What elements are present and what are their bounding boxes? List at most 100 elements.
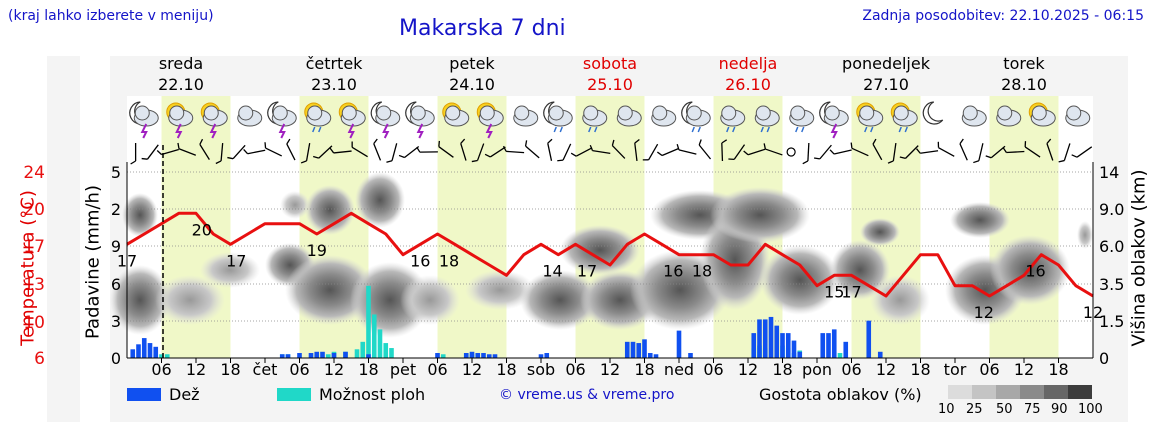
precip-tick-label: 2: [111, 200, 121, 219]
day-name: nedelja: [719, 54, 778, 73]
temperature-label: 15: [824, 282, 844, 301]
temperature-tick-label: 13: [23, 275, 45, 295]
rain-bar: [630, 341, 636, 358]
rain-bar: [469, 351, 475, 358]
sun-cloud-rain-icon: [304, 102, 332, 133]
rain-bar: [820, 333, 826, 358]
day-name: sobota: [583, 54, 637, 73]
wind-barb: [215, 142, 224, 165]
cloud-icon: [513, 105, 539, 127]
day-headers: sreda 22.10 četrtek 23.10 petek 24.10 sobota 25…: [158, 54, 1047, 94]
copyright-link[interactable]: © vreme.us & vreme.pro: [499, 387, 675, 403]
x-tick-label: 18: [220, 360, 240, 379]
x-tick-label: 12: [876, 360, 896, 379]
rain-bar: [147, 343, 153, 358]
rain-bar: [831, 329, 837, 358]
wind-barb: [300, 143, 311, 164]
temperature-label: 19: [307, 241, 327, 260]
temperature-label: 16: [663, 262, 683, 281]
x-tick-label: pon: [802, 360, 832, 379]
wind-barb: [850, 142, 869, 157]
precip-tick-label: 0: [111, 349, 121, 368]
shower-bar: [389, 348, 394, 358]
moon-rain-icon: [543, 101, 573, 133]
wind-barb: [416, 146, 438, 153]
wind-barb: [887, 142, 897, 164]
cloud-rain-icon: [789, 105, 815, 133]
sun-cloud-storm-icon: [200, 102, 228, 139]
day-date: 26.10: [725, 75, 771, 94]
wind-barb: [698, 139, 712, 160]
wind-barb: [937, 141, 955, 157]
x-tick-label: 12: [738, 360, 758, 379]
sun-cloud-icon: [442, 102, 470, 127]
wind-barb: [813, 144, 832, 160]
rain-bar: [136, 344, 141, 358]
cloud-scale-labels: 10 25 50 75 90 100: [938, 402, 1108, 420]
wind-barb: [743, 148, 766, 156]
moon-storm-icon: [370, 101, 401, 139]
rain-bar: [153, 346, 159, 358]
rain-bar: [676, 330, 682, 358]
x-tick-label: 12: [462, 360, 482, 379]
rain-bar: [642, 339, 647, 358]
cloud-height-tick-label: 14: [1099, 163, 1119, 182]
temperature-line: [126, 211, 1094, 298]
wind-barb: [373, 138, 382, 161]
day-name: torek: [1003, 54, 1045, 73]
rain-bar: [843, 341, 849, 358]
precip-tick-label: 6: [111, 275, 121, 294]
wind-barb: [227, 144, 246, 160]
day-date: 25.10: [587, 75, 633, 94]
last-update: Zadnja posodobitev: 22.10.2025 - 06:15: [862, 8, 1144, 24]
x-tick-label: 06: [979, 360, 999, 379]
temperature-label: 20: [192, 220, 212, 239]
wind-barb: [676, 144, 697, 155]
day-name: sreda: [159, 54, 203, 73]
cloud-scale-label: 100: [1078, 402, 1103, 417]
rain-bar: [308, 353, 314, 358]
rain-bar: [314, 351, 320, 358]
wind-barb: [386, 143, 398, 163]
shower-bar: [159, 354, 164, 358]
temperature-label: 12: [974, 303, 994, 322]
wind-barb: [899, 145, 919, 159]
wind-barb: [763, 143, 783, 156]
wind-barb: [557, 143, 572, 162]
wind-barb: [570, 147, 593, 157]
rain-bar: [475, 353, 481, 358]
moon-storm-icon: [819, 101, 849, 139]
rain-bar: [486, 354, 492, 358]
cloud-height-tick-label: 1.5: [1099, 312, 1124, 331]
rain-bar: [463, 353, 469, 358]
x-tick-label: 06: [703, 360, 723, 379]
wind-barb: [656, 147, 679, 157]
wind-barb: [264, 142, 282, 157]
wind-barb: [1024, 141, 1041, 158]
shower-bar: [371, 314, 377, 358]
precip-axis-title: Padavine (mm/h): [82, 185, 104, 339]
wind-barb: [351, 141, 368, 158]
wind-barb: [589, 144, 611, 155]
temperature-label: 14: [542, 262, 562, 281]
wind-barb: [177, 142, 197, 156]
day-name: četrtek: [306, 54, 364, 73]
rain-bar: [647, 353, 653, 358]
rain-bar: [768, 316, 774, 358]
cloud-height-tick-label: 6.0: [1099, 237, 1124, 256]
moon-storm-icon: [405, 101, 435, 139]
wind-barb: [721, 139, 728, 162]
precip-tick-label: 9: [111, 237, 121, 256]
x-tick-label: 18: [772, 360, 792, 379]
temperature-label: 17: [226, 251, 246, 270]
temperature-tick-label: 24: [23, 163, 45, 183]
rain-bar: [320, 351, 325, 358]
shower-bar: [440, 354, 446, 358]
wind-barb: [502, 145, 525, 154]
shower-bar: [360, 341, 366, 358]
wind-barb: [973, 143, 984, 164]
x-tick-label: 18: [910, 360, 930, 379]
rain-bar: [285, 354, 291, 358]
x-tick-label: 18: [634, 360, 654, 379]
